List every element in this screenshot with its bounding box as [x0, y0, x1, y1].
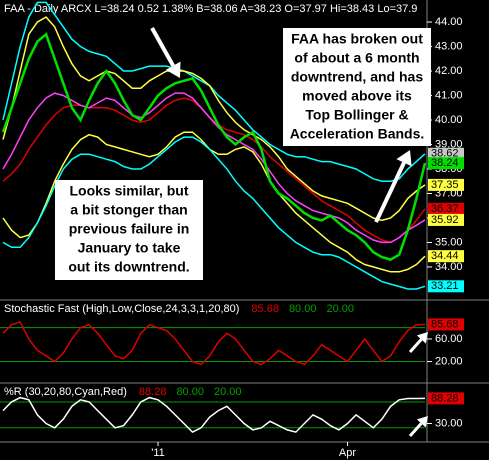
price-tag — [428, 147, 464, 160]
annotation-text: downtrend, and has — [291, 69, 423, 85]
price-tag-label: 37.35 — [431, 179, 459, 191]
price-tag — [428, 157, 464, 170]
annotation-text: previous failure in — [69, 221, 190, 237]
annotation-text: a bit stonger than — [70, 202, 187, 218]
arrow-shaft — [408, 422, 423, 438]
y-tick-label: 42.00 — [435, 65, 463, 77]
price-tag-label: 33.21 — [431, 280, 459, 292]
series-line — [2, 136, 426, 290]
annotation-box — [283, 28, 431, 146]
panel-title: Stochastic Fast (High,Low,Close,24,3,3,1… — [4, 303, 239, 315]
header-level: 80.00 — [289, 303, 317, 315]
price-tag-label: 88.28 — [431, 392, 459, 404]
annotation-box — [55, 180, 203, 280]
series-line — [2, 97, 426, 244]
price-tag — [428, 202, 464, 215]
y-tick-label: 41.00 — [435, 89, 463, 101]
y-tick-label: 40.00 — [435, 114, 463, 126]
y-tick-label: 20.00 — [435, 355, 463, 367]
y-tick-label: 43.00 — [435, 40, 463, 52]
series-line — [2, 131, 426, 273]
price-tag-label: 38.24 — [431, 157, 459, 169]
arrow-shaft — [150, 27, 175, 67]
annotation-text: Top Bollinger & — [305, 107, 408, 123]
price-tag — [428, 280, 464, 293]
panel-title: %R (30,20,80,Cyan,Red) — [4, 386, 127, 398]
series-line — [2, 321, 426, 366]
x-tick-label: Apr — [339, 447, 356, 459]
header-value: 88.28 — [139, 386, 167, 398]
y-tick-label: 39.00 — [435, 138, 463, 150]
y-tick-label: 60.00 — [435, 333, 463, 345]
price-tag — [428, 213, 464, 226]
arrow-shaft — [408, 338, 423, 354]
y-tick-label: 34.00 — [435, 261, 463, 273]
x-tick-label: '11 — [151, 447, 165, 459]
price-tag — [428, 178, 464, 191]
header-value: 85.68 — [251, 303, 279, 315]
annotation-text: Acceleration Bands. — [290, 126, 425, 142]
price-tag — [428, 392, 464, 405]
arrow-head — [416, 416, 428, 428]
header-level: 20.00 — [214, 386, 242, 398]
price-tag-label: 85.68 — [431, 318, 459, 330]
price-tag — [428, 318, 464, 331]
header-level: 20.00 — [326, 303, 354, 315]
y-tick-label: 44.00 — [435, 16, 463, 28]
series-line — [2, 92, 426, 244]
arrow-shaft — [374, 161, 406, 223]
price-tag — [428, 250, 464, 263]
annotation-text: of about a 6 month — [294, 50, 419, 66]
panel-title: FAA - Daily ARCX L=38.24 0.52 1.38% B=38… — [4, 3, 417, 15]
y-tick-label: 30.00 — [435, 417, 463, 429]
arrow-head — [416, 332, 428, 344]
price-tag-label: 38.62 — [431, 148, 459, 160]
arrow-head — [396, 150, 412, 167]
annotation-text: out its downtrend. — [68, 259, 189, 275]
annotation-text: moved above its — [302, 88, 412, 104]
header-level: 80.00 — [176, 386, 204, 398]
series-line — [2, 16, 426, 222]
arrow-head — [165, 61, 181, 78]
annotation-text: Looks similar, but — [69, 183, 188, 199]
price-tag-label: 34.44 — [431, 250, 459, 262]
series-line — [2, 396, 426, 434]
price-tag-label: 36.37 — [431, 203, 459, 215]
series-line — [1, 32, 427, 261]
annotation-text: January to take — [78, 240, 181, 256]
price-tag-label: 35.92 — [431, 214, 459, 226]
y-tick-label: 35.00 — [435, 236, 463, 248]
series-line — [2, 1, 426, 182]
annotation-text: FAA has broken out — [291, 31, 423, 47]
